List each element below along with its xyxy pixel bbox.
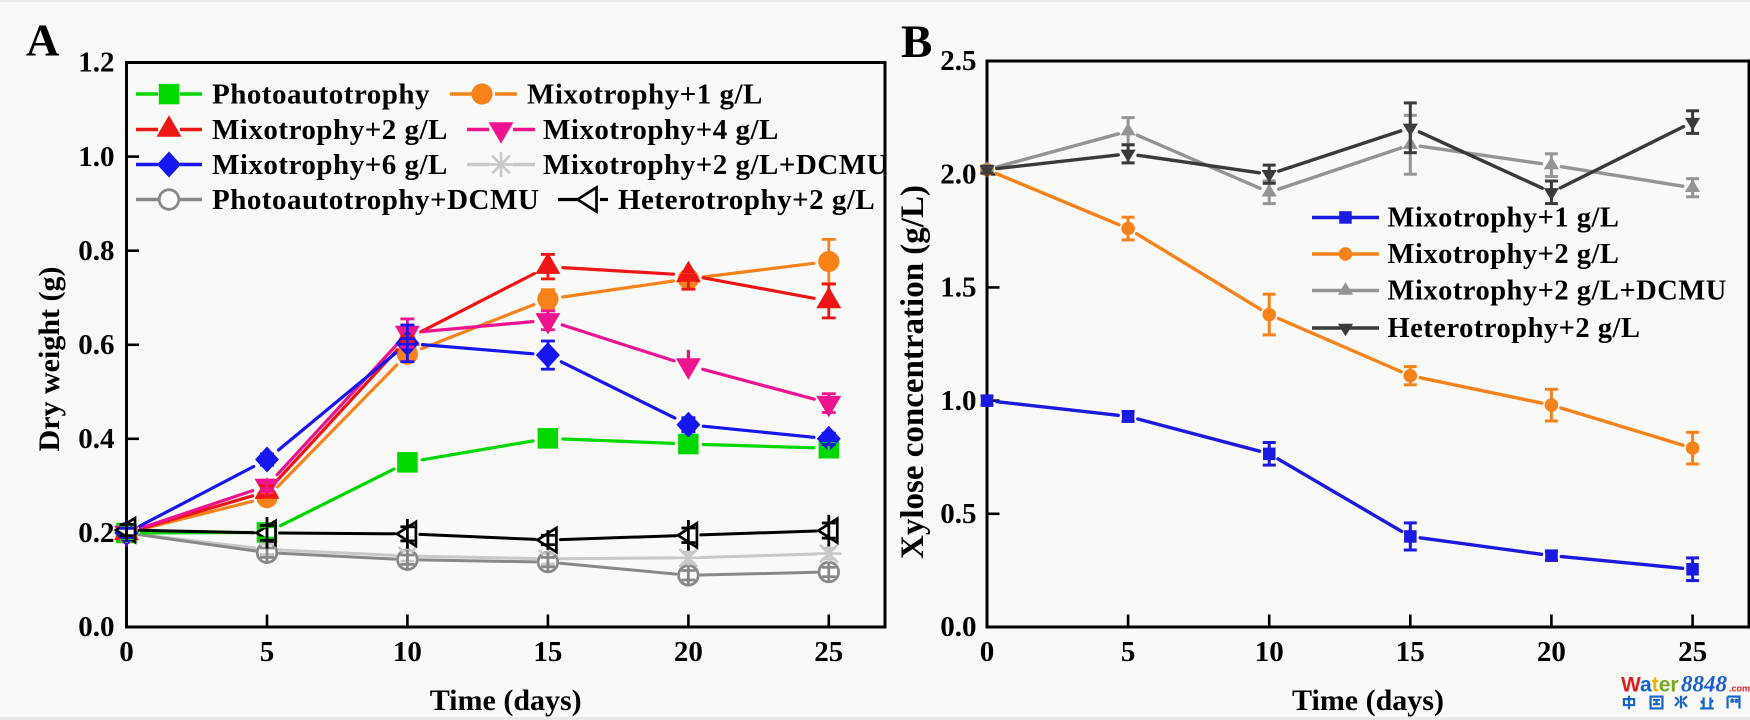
svg-text:5: 5 <box>260 636 275 668</box>
svg-text:B: B <box>901 16 932 68</box>
svg-text:Photoautotrophy+DCMU: Photoautotrophy+DCMU <box>212 184 539 216</box>
svg-text:Mixotrophy+2 g/L+DCMU: Mixotrophy+2 g/L+DCMU <box>543 149 888 181</box>
svg-text:Mixotrophy+1 g/L: Mixotrophy+1 g/L <box>1388 203 1620 234</box>
svg-text:1.0: 1.0 <box>78 141 114 173</box>
svg-text:Dry weight (g): Dry weight (g) <box>33 267 66 452</box>
svg-text:0.0: 0.0 <box>78 611 114 643</box>
svg-text:Water: Water <box>1621 674 1679 697</box>
svg-text:.com: .com <box>1729 684 1750 694</box>
svg-text:Heterotrophy+2 g/L: Heterotrophy+2 g/L <box>1388 313 1641 344</box>
svg-text:1.0: 1.0 <box>940 385 976 417</box>
svg-text:A: A <box>26 15 59 66</box>
svg-text:Mixotrophy+4 g/L: Mixotrophy+4 g/L <box>543 114 779 146</box>
svg-text:1.2: 1.2 <box>78 47 114 79</box>
svg-text:0: 0 <box>119 636 134 668</box>
svg-text:0.6: 0.6 <box>78 329 114 361</box>
svg-text:5: 5 <box>1121 636 1136 668</box>
svg-text:15: 15 <box>533 636 562 668</box>
svg-text:Mixotrophy+1 g/L: Mixotrophy+1 g/L <box>527 79 763 111</box>
svg-text:25: 25 <box>814 636 843 668</box>
svg-text:0.2: 0.2 <box>78 517 114 549</box>
svg-text:Mixotrophy+2 g/L+DCMU: Mixotrophy+2 g/L+DCMU <box>1388 276 1727 307</box>
svg-text:10: 10 <box>1255 636 1284 668</box>
svg-text:1.5: 1.5 <box>940 272 976 304</box>
svg-text:Mixotrophy+2 g/L: Mixotrophy+2 g/L <box>1388 239 1620 270</box>
svg-text:25: 25 <box>1678 636 1707 668</box>
svg-text:15: 15 <box>1396 636 1425 668</box>
svg-text:2.5: 2.5 <box>940 45 976 77</box>
svg-text:Mixotrophy+2 g/L: Mixotrophy+2 g/L <box>212 114 448 146</box>
svg-text:0.0: 0.0 <box>940 611 976 643</box>
svg-text:Time (days): Time (days) <box>430 684 582 717</box>
svg-text:Xylose concentration (g/L): Xylose concentration (g/L) <box>895 185 931 559</box>
svg-text:20: 20 <box>1537 636 1566 668</box>
svg-text:0: 0 <box>980 636 995 668</box>
svg-text:Time (days): Time (days) <box>1292 684 1444 717</box>
svg-text:20: 20 <box>674 636 703 668</box>
svg-text:0.4: 0.4 <box>78 423 114 455</box>
svg-text:0.8: 0.8 <box>78 235 114 267</box>
svg-text:Mixotrophy+6 g/L: Mixotrophy+6 g/L <box>212 149 448 181</box>
svg-text:2.0: 2.0 <box>940 158 976 190</box>
svg-text:0.5: 0.5 <box>940 498 976 530</box>
svg-text:Heterotrophy+2 g/L: Heterotrophy+2 g/L <box>618 184 875 216</box>
svg-text:Photoautotrophy: Photoautotrophy <box>212 79 430 111</box>
svg-text:8848: 8848 <box>1681 672 1728 697</box>
svg-text:10: 10 <box>393 636 422 668</box>
